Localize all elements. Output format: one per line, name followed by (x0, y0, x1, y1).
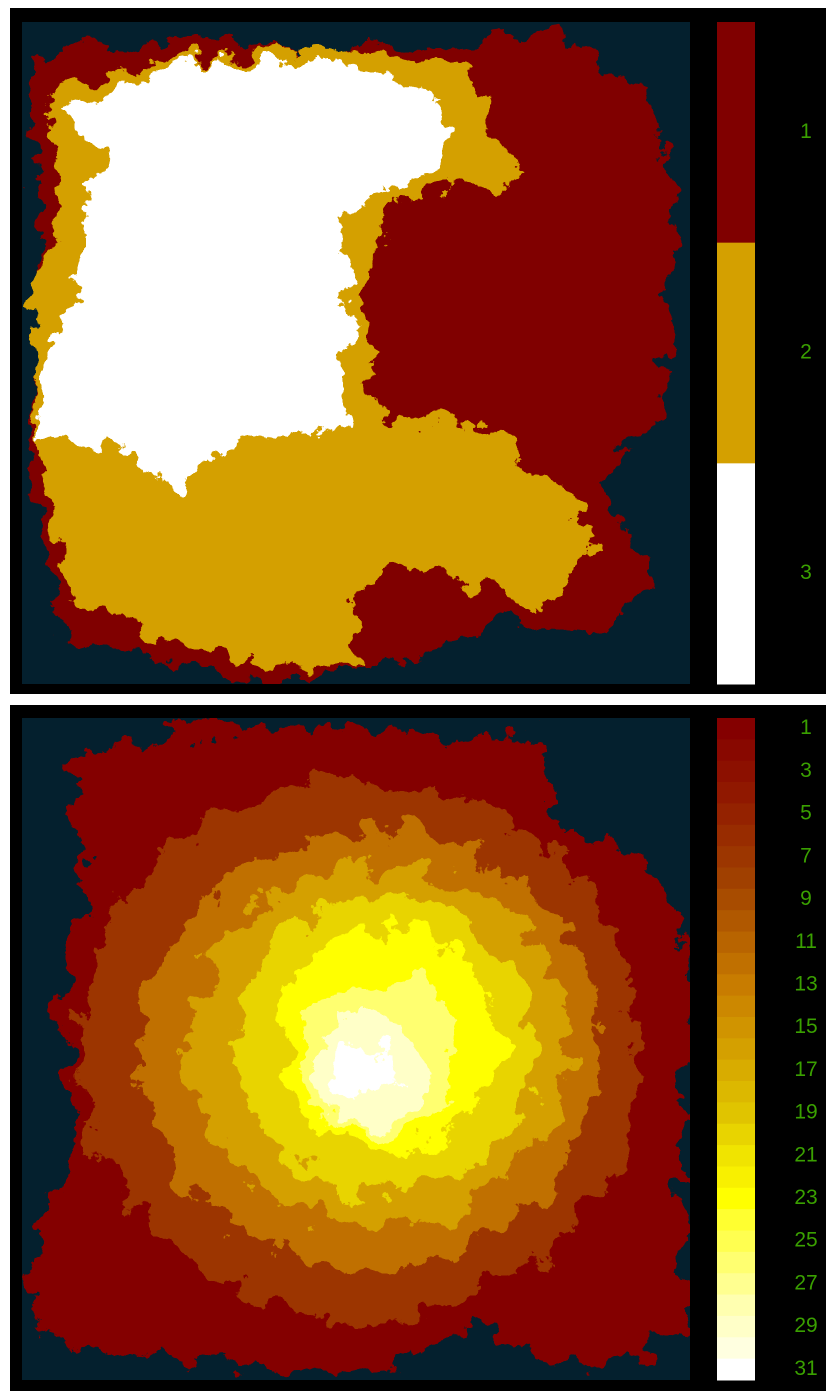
colorbar-label: 15 (794, 1015, 817, 1038)
colorbar-label: 17 (794, 1058, 817, 1081)
colorbar-segment (717, 1294, 755, 1317)
colorbar-segment (717, 1273, 755, 1296)
colorbar-label: 5 (800, 802, 812, 825)
colorbar-segment (717, 739, 755, 762)
cluster-region (40, 60, 450, 490)
colorbar-label: 19 (794, 1101, 817, 1124)
colorbar-label: 11 (795, 930, 817, 953)
colorbar-segment (717, 952, 755, 975)
colorbar-segment (717, 910, 755, 933)
colorbar-label: 29 (794, 1314, 817, 1337)
colorbar-segment (717, 760, 755, 783)
colorbar-label: 13 (794, 972, 817, 995)
colorbar-segment (717, 242, 755, 464)
colorbar-label: 31 (794, 1357, 817, 1380)
colorbar-label: 9 (800, 887, 812, 910)
colorbar-segment (717, 888, 755, 911)
colorbar-segment (717, 1209, 755, 1232)
colorbar-segment (717, 1337, 755, 1360)
colorbar-segment (717, 1081, 755, 1103)
colorbar-segment (717, 1038, 755, 1061)
colorbar-segment (717, 1059, 755, 1082)
cluster-image (30, 725, 690, 1380)
colorbar-label: 27 (794, 1271, 817, 1294)
colorbar-label: 2 (800, 341, 812, 364)
colorbar-label: 1 (800, 716, 812, 739)
colorbar-segment (717, 824, 755, 847)
colorbar-segment (717, 867, 755, 890)
colorbar-segment (717, 1016, 755, 1039)
colorbar-segment (717, 1230, 755, 1253)
cluster-image (30, 30, 680, 680)
colorbar-segment (717, 1315, 755, 1338)
colorbar-segment (717, 1102, 755, 1125)
colorbar-segment (717, 846, 755, 868)
colorbar-segment (717, 1166, 755, 1189)
colorbar-segment (717, 463, 755, 685)
colorbar-label: 21 (794, 1143, 817, 1166)
colorbar-segment (717, 974, 755, 997)
colorbar-label: 3 (800, 561, 812, 584)
colorbar-segment (717, 22, 755, 244)
colorbar-segment (717, 718, 755, 740)
colorbar-label: 1 (800, 120, 812, 143)
colorbar-label: 23 (794, 1186, 817, 1209)
colorbar-segment (717, 1358, 755, 1381)
colorbar-label: 25 (794, 1229, 817, 1252)
colorbar-segment (717, 1187, 755, 1210)
colorbar-segment (717, 931, 755, 954)
colorbar-segment (717, 1123, 755, 1146)
colorbar-label: 7 (800, 844, 812, 867)
colorbar-label: 3 (800, 759, 812, 782)
colorbar-segment (717, 995, 755, 1018)
colorbar-segment (717, 782, 755, 804)
colorbar-segment (717, 1145, 755, 1167)
colorbar-segment (717, 803, 755, 826)
colorbar-segment (717, 1251, 755, 1274)
cluster-region (335, 1045, 395, 1095)
